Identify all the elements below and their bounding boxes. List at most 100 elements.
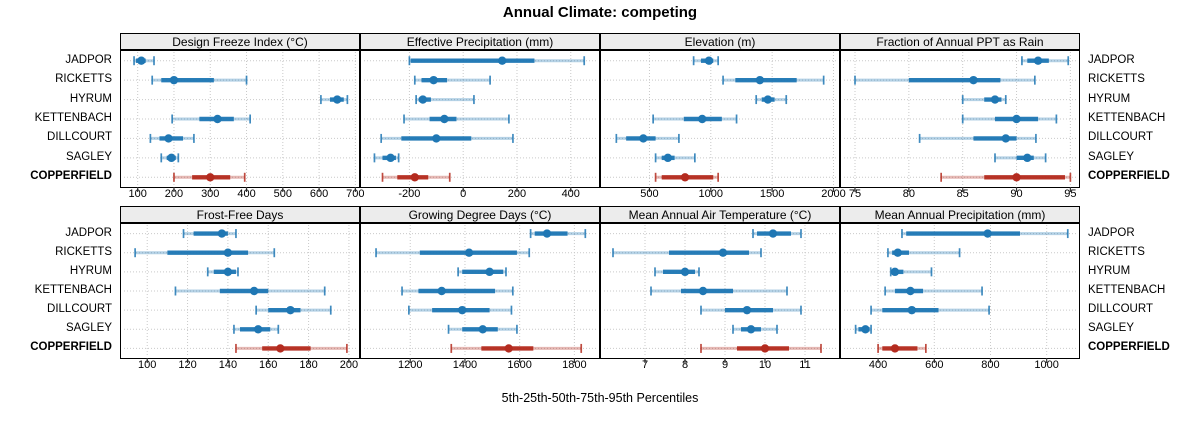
site-label-right-sagley: SAGLEY [1088, 322, 1135, 335]
strip-mean-annual-air-temperature-c: Mean Annual Air Temperature (°C) [600, 206, 840, 223]
tick-label-mean-annual-precipitation-mm: 600 [925, 359, 944, 371]
panel-canvas [844, 225, 1076, 363]
site-label-right-hyrum: HYRUM [1088, 264, 1131, 277]
strip-mean-annual-precipitation-mm: Mean Annual Precipitation (mm) [840, 206, 1080, 223]
median-dot [906, 286, 915, 296]
median-dot [1001, 134, 1010, 143]
panel-frost-free-days [120, 223, 360, 363]
median-dot [768, 229, 778, 238]
site-label-left-jadpor: JADPOR [65, 53, 112, 66]
strip-frost-free-days: Frost-Free Days [120, 206, 360, 223]
page-title: Annual Climate: competing [502, 4, 698, 21]
tick-label-design-freeze-index-c: 400 [237, 188, 256, 200]
median-dot [760, 344, 770, 353]
tick-label-mean-annual-air-temperature-c: 11 [799, 359, 811, 371]
site-label-right-jadpor: JADPOR [1088, 53, 1135, 66]
median-dot [504, 344, 513, 353]
tick-label-growing-degree-days-c: 1200 [397, 359, 423, 371]
site-label-right-ricketts: RICKETTS [1088, 73, 1145, 86]
tick-label-effective-precipitation-mm: 400 [561, 188, 580, 200]
median-dot [698, 114, 707, 124]
tick-label-elevation-m: 1500 [759, 188, 785, 200]
panel-design-freeze-index-c [120, 50, 360, 192]
tick-label-design-freeze-index-c: 100 [128, 188, 147, 200]
site-label-right-dillcourt: DILLCOURT [1088, 303, 1153, 316]
median-dot [742, 305, 752, 315]
tick-label-mean-annual-precipitation-mm: 1000 [1034, 359, 1059, 371]
strip-elevation-m: Elevation (m) [600, 33, 840, 50]
median-dot [478, 325, 487, 334]
tick-label-frost-free-days: 180 [299, 359, 318, 371]
site-label-left-sagley: SAGLEY [65, 150, 112, 163]
median-dot [223, 248, 233, 257]
tick-label-design-freeze-index-c: 600 [309, 188, 329, 200]
strip-effective-precipitation-mm: Effective Precipitation (mm) [360, 33, 600, 50]
median-dot [1012, 114, 1021, 124]
site-label-left-ricketts: RICKETTS [55, 73, 112, 86]
median-dot [217, 229, 227, 238]
median-dot [497, 56, 507, 65]
median-dot [680, 173, 690, 182]
panel-effective-precipitation-mm [360, 50, 600, 192]
tick-label-effective-precipitation-mm: 0 [460, 188, 467, 200]
median-dot [167, 153, 176, 163]
panel-canvas [364, 225, 596, 363]
median-dot [169, 75, 179, 85]
tick-label-fraction-of-annual-ppt-as-rain: 80 [902, 188, 915, 200]
median-dot [969, 75, 978, 85]
tick-label-mean-annual-air-temperature-c: 9 [721, 359, 729, 371]
tick-label-frost-free-days: 160 [259, 359, 278, 371]
tick-label-elevation-m: 500 [640, 188, 659, 200]
site-label-left-ricketts: RICKETTS [55, 245, 112, 258]
median-dot [907, 305, 917, 315]
median-dot [990, 95, 1000, 104]
tick-label-frost-free-days: 100 [138, 359, 157, 371]
tick-label-frost-free-days: 200 [339, 359, 359, 371]
tick-label-mean-annual-precipitation-mm: 400 [868, 359, 888, 371]
median-dot [890, 267, 900, 277]
tick-label-growing-degree-days-c: 1800 [562, 359, 587, 371]
median-dot [983, 229, 992, 238]
median-dot [206, 173, 215, 182]
tick-label-mean-annual-air-temperature-c: 7 [641, 359, 649, 371]
median-dot [213, 114, 222, 124]
median-dot [698, 286, 708, 296]
site-label-left-dillcourt: DILLCOURT [47, 303, 112, 316]
median-dot [542, 229, 552, 238]
median-dot [418, 95, 428, 104]
tick-label-fraction-of-annual-ppt-as-rain: 90 [1010, 188, 1023, 200]
median-dot [253, 325, 263, 334]
panel-canvas [844, 52, 1076, 192]
panel-mean-annual-air-temperature-c [600, 223, 840, 363]
median-dot [432, 134, 441, 143]
panel-elevation-m [600, 50, 840, 192]
tick-label-growing-degree-days-c: 1400 [452, 359, 478, 371]
median-dot [440, 114, 449, 124]
median-dot [1033, 56, 1043, 65]
site-label-right-kettenbach: KETTENBACH [1088, 284, 1166, 296]
tick-label-fraction-of-annual-ppt-as-rain: 85 [956, 188, 969, 200]
median-dot [890, 344, 900, 353]
tick-label-effective-precipitation-mm: -200 [398, 188, 421, 200]
percentiles-caption: 5th-25th-50th-75th-95th Percentiles [501, 391, 699, 405]
median-dot [429, 75, 438, 85]
median-dot [680, 267, 690, 277]
median-dot [464, 248, 474, 257]
site-label-left-sagley: SAGLEY [65, 322, 112, 335]
median-dot [386, 153, 395, 163]
tick-label-design-freeze-index-c: 200 [164, 188, 184, 200]
median-dot [485, 267, 494, 277]
tick-label-design-freeze-index-c: 500 [273, 188, 292, 200]
panel-fraction-of-annual-ppt-as-rain [840, 50, 1080, 192]
median-dot [893, 248, 902, 257]
median-dot [164, 134, 173, 143]
median-dot [249, 286, 259, 296]
tick-label-elevation-m: 1000 [698, 188, 724, 200]
median-dot [137, 56, 146, 65]
site-label-right-copperfield: COPPERFIELD [1088, 170, 1170, 183]
site-label-right-sagley: SAGLEY [1088, 150, 1135, 163]
tick-label-growing-degree-days-c: 1600 [507, 359, 532, 371]
panel-canvas [604, 52, 836, 192]
tick-label-mean-annual-precipitation-mm: 800 [981, 359, 1000, 371]
